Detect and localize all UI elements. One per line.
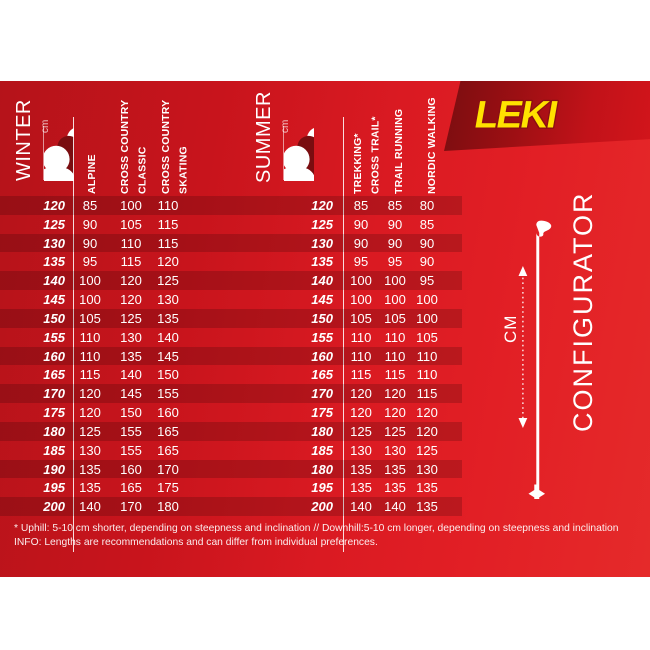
svg-text:LEKI: LEKI bbox=[475, 94, 560, 137]
